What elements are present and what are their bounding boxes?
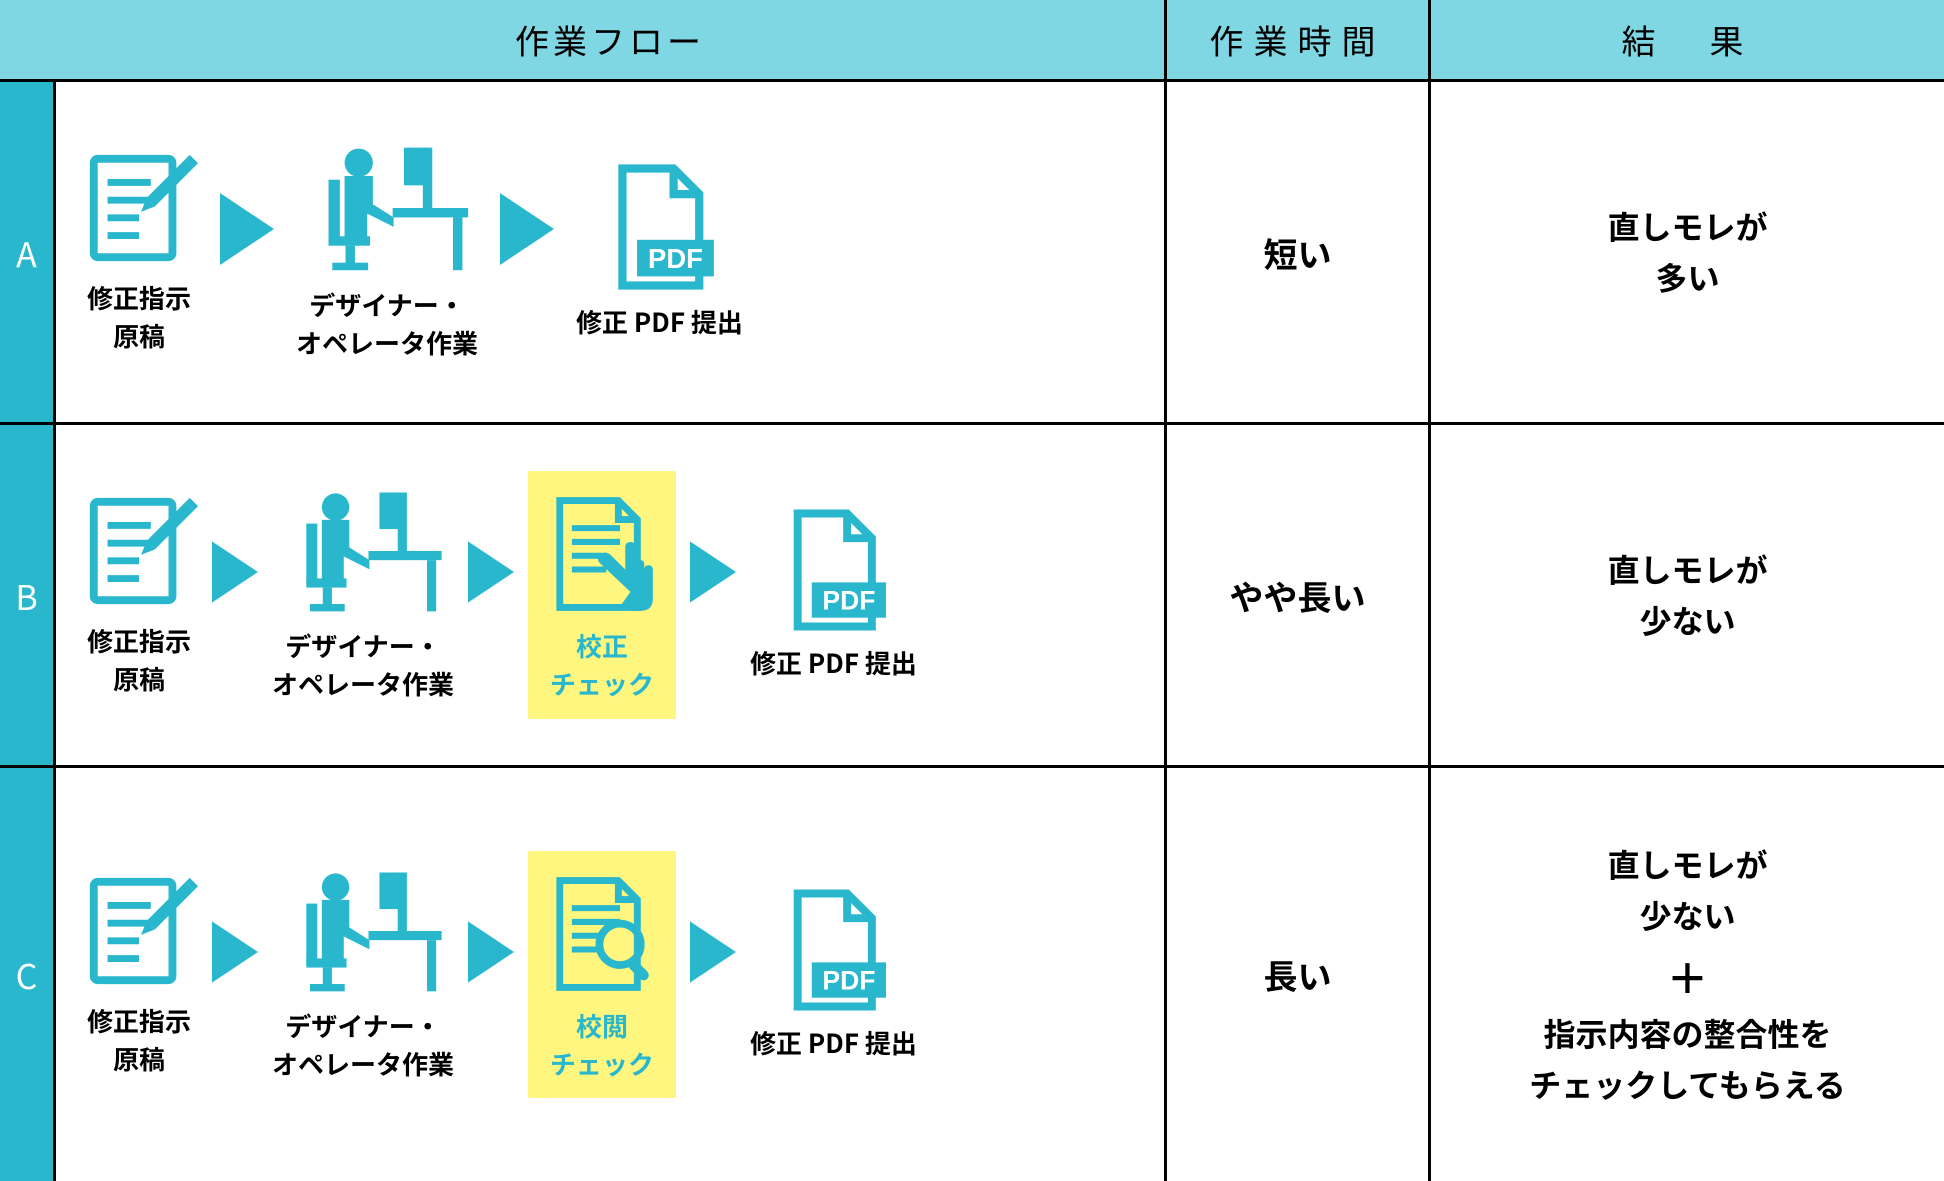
- pdf-icon: [604, 163, 714, 291]
- arrow-icon: [690, 541, 736, 603]
- pdf-icon: [780, 508, 886, 632]
- row-c-step-3-highlight: 校閲 チェック: [528, 768, 676, 1181]
- row-b-label: B: [0, 425, 56, 768]
- header-time: 作業時間: [1167, 0, 1431, 82]
- header-flow-label: 作業フロー: [515, 15, 705, 64]
- operator-icon: [278, 867, 448, 995]
- row-c-label: C: [0, 768, 56, 1181]
- operator-icon: [299, 142, 475, 274]
- doc-pencil-icon: [80, 492, 198, 610]
- pdf-icon: [780, 888, 886, 1012]
- row-b-step-3-highlight: 校正 チェック: [528, 425, 676, 765]
- row-b-step-2: デザイナー・ オペレータ作業: [272, 425, 454, 765]
- arrow-icon: [500, 193, 554, 265]
- doc-pencil-icon: [80, 149, 198, 267]
- arrow-icon: [212, 541, 258, 603]
- row-b-time: やや長い: [1167, 425, 1431, 768]
- row-c-step-1: 修正指示 原稿: [80, 768, 198, 1181]
- proof-hand-icon: [546, 493, 658, 615]
- operator-icon: [278, 487, 448, 615]
- row-b-step-4: 修正 PDF 提出: [750, 425, 917, 765]
- arrow-icon: [212, 921, 258, 983]
- row-c-flow: 修正指示 原稿 デザイナー・ オペレータ作業 校閲 チェック: [56, 768, 1167, 1181]
- row-c-time: 長い: [1167, 768, 1431, 1181]
- row-c-step-4: 修正 PDF 提出: [750, 768, 917, 1181]
- arrow-icon: [220, 193, 274, 265]
- row-b-step-1: 修正指示 原稿: [80, 425, 198, 765]
- header-time-label: 作業時間: [1210, 15, 1386, 64]
- row-a-step-2: デザイナー・ オペレータ作業: [296, 82, 478, 422]
- row-b-flow: 修正指示 原稿 デザイナー・ オペレータ作業 校正 チェック: [56, 425, 1167, 768]
- proof-lens-icon: [546, 873, 658, 995]
- row-c-result: 直しモレが 少ない ＋ 指示内容の整合性を チェックしてもらえる: [1431, 768, 1944, 1181]
- row-a-flow: 修正指示 原稿 デザイナー・ オペレータ作業 修正 PDF 提出: [56, 82, 1167, 425]
- header-corner: [0, 0, 56, 82]
- plus-icon: ＋: [1529, 956, 1845, 998]
- comparison-table: 作業フロー 作業時間 結 果 A 修正指示 原稿 デザイナー・ オペレータ: [0, 0, 1944, 1181]
- row-a-result: 直しモレが 多い: [1431, 82, 1944, 425]
- row-a-step-3: 修正 PDF 提出: [576, 82, 743, 422]
- doc-pencil-icon: [80, 872, 198, 990]
- arrow-icon: [468, 921, 514, 983]
- header-flow: 作業フロー: [56, 0, 1167, 82]
- row-a-step-1: 修正指示 原稿: [80, 82, 198, 422]
- row-c-step-2: デザイナー・ オペレータ作業: [272, 768, 454, 1181]
- header-result: 結 果: [1431, 0, 1944, 82]
- row-b-result: 直しモレが 少ない: [1431, 425, 1944, 768]
- row-a-label: A: [0, 82, 56, 425]
- arrow-icon: [690, 921, 736, 983]
- row-a-time: 短い: [1167, 82, 1431, 425]
- arrow-icon: [468, 541, 514, 603]
- header-result-label: 結 果: [1622, 15, 1754, 64]
